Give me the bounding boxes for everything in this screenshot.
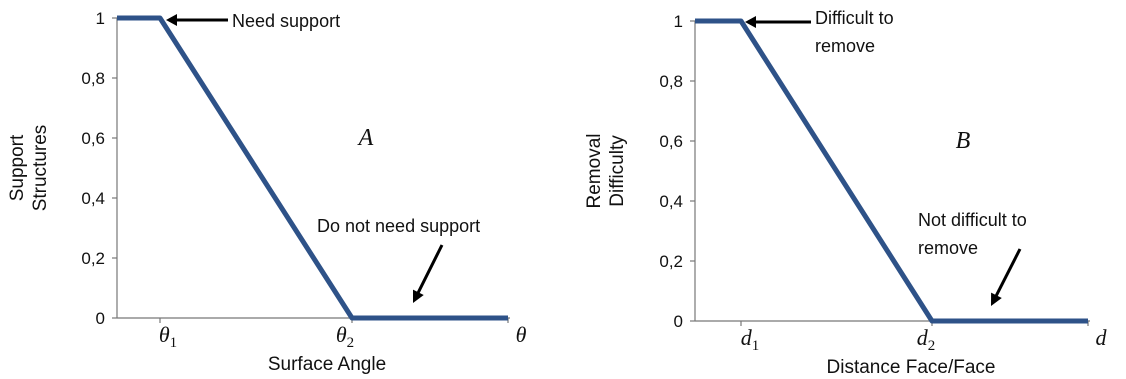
- x-tick-label: d: [1096, 325, 1108, 350]
- annotation-arrow: [416, 244, 444, 295]
- y-tick-label: 1: [674, 12, 683, 31]
- arrow-head: [745, 16, 756, 28]
- y-tick-label: 0,8: [81, 69, 105, 88]
- annotation-text: Need support: [232, 11, 340, 31]
- x-tick-label: d1: [741, 325, 760, 354]
- y-tick-label: 0,6: [659, 132, 683, 151]
- x-tick-label: θ1: [159, 322, 177, 351]
- panel-label: A: [357, 125, 374, 151]
- panel-label: B: [956, 128, 971, 154]
- y-tick-label: 0: [96, 309, 105, 328]
- x-tick-label: θ: [516, 322, 527, 347]
- y-tick-label: 0,6: [81, 129, 105, 148]
- arrow-head: [991, 292, 1002, 306]
- y-tick-label: 0,2: [81, 249, 105, 268]
- x-axis-label: Distance Face/Face: [827, 357, 996, 378]
- arrow-head: [413, 289, 424, 303]
- y-axis-label: Removal Difficulty: [584, 134, 628, 209]
- chart-panel-B: 0 0,2 0,4 0,6 0,8 1 d1 d2 d Distance Face/Face Rem…: [584, 8, 1108, 378]
- y-tick-label: 0,4: [659, 192, 683, 211]
- annotation-arrow: [994, 248, 1022, 298]
- series-line: [695, 18, 1088, 324]
- y-tick-label: 0,2: [659, 252, 683, 271]
- annotation-text: Do not need support: [317, 216, 480, 236]
- x-tick-label: θ2: [336, 322, 354, 351]
- y-axis-label: Support Structures: [7, 125, 51, 212]
- series-line: [117, 15, 508, 321]
- y-tick-label: 0: [674, 312, 683, 331]
- y-tick-label: 0,4: [81, 189, 105, 208]
- y-tick-label: 1: [96, 9, 105, 28]
- x-tick-label: d2: [917, 325, 936, 354]
- arrow-head: [166, 14, 177, 26]
- annotation-text: Not difficult to remove: [918, 210, 1027, 258]
- annotation-text: Difficult to remove: [815, 8, 894, 56]
- chart-panel-A: 0 0,2 0,4 0,6 0,8 1 θ1 θ2 θ Surface Angle Support S…: [7, 9, 527, 375]
- x-axis-label: Surface Angle: [268, 354, 386, 375]
- y-tick-label: 0,8: [659, 72, 683, 91]
